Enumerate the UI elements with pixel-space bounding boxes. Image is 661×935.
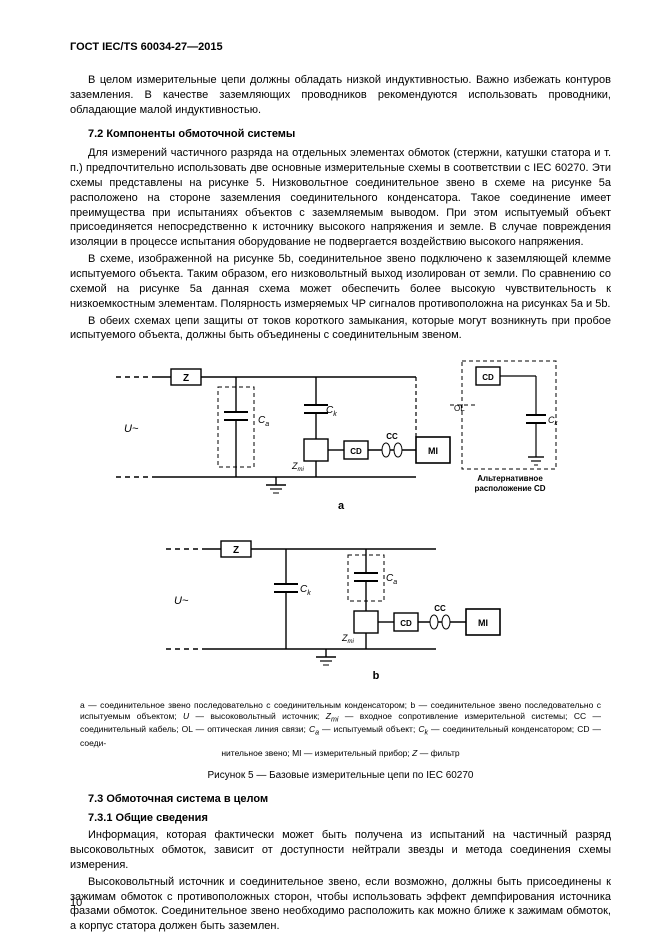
svg-text:Ca: Ca — [386, 573, 397, 586]
svg-text:b: b — [372, 670, 379, 682]
svg-text:CD: CD — [400, 619, 412, 628]
svg-text:U~: U~ — [174, 595, 189, 607]
svg-text:CC: CC — [386, 432, 398, 441]
svg-text:Ck: Ck — [300, 584, 311, 597]
figure-5-svg: Z U~ Ca Ck Zmi CD CC MI OL — [106, 349, 576, 689]
paragraph: В целом измерительные цепи должны облада… — [70, 73, 611, 118]
figure-5-title: Рисунок 5 — Базовые измерительные цепи п… — [70, 769, 611, 783]
paragraph: Информация, которая фактически может быт… — [70, 828, 611, 873]
svg-text:CD: CD — [350, 447, 362, 456]
section-7-3: 7.3 Обмоточная система в целом — [70, 792, 611, 807]
doc-header: ГОСТ IEC/TS 60034-27—2015 — [70, 40, 611, 55]
svg-text:расположение CD: расположение CD — [474, 484, 545, 493]
svg-text:Ck: Ck — [548, 415, 559, 427]
paragraph: 7.3.1 Общие сведения — [70, 811, 611, 826]
svg-text:MI: MI — [478, 618, 488, 628]
svg-text:Zmi: Zmi — [341, 633, 354, 645]
label-U: U~ — [124, 423, 139, 435]
figure-5: Z U~ Ca Ck Zmi CD CC MI OL — [70, 349, 611, 694]
paragraph: Высоковольтный источник и соединительное… — [70, 875, 611, 934]
svg-text:Ca: Ca — [258, 415, 269, 428]
svg-text:Zmi: Zmi — [291, 461, 304, 473]
svg-text:Альтернативное: Альтернативное — [477, 474, 543, 483]
paragraph: В схеме, изображенной на рисунке 5b, сое… — [70, 252, 611, 311]
svg-text:CC: CC — [434, 604, 446, 613]
page-number: 10 — [70, 896, 82, 911]
svg-text:Ck: Ck — [326, 405, 337, 418]
svg-text:a: a — [337, 500, 344, 512]
svg-text:CD: CD — [482, 373, 494, 382]
paragraph: В обеих схемах цепи защиты от токов коро… — [70, 314, 611, 344]
svg-text:Z: Z — [232, 545, 238, 556]
paragraph: Для измерений частичного разряда на отде… — [70, 146, 611, 250]
section-7-2: 7.2 Компоненты обмоточной системы — [70, 127, 611, 142]
svg-text:Z: Z — [182, 373, 188, 384]
svg-text:MI: MI — [428, 446, 438, 456]
figure-5-legend: a — соединительное звено последовательно… — [80, 700, 601, 759]
section-7-3-1: 7.3.1 Общие сведения — [88, 812, 208, 824]
